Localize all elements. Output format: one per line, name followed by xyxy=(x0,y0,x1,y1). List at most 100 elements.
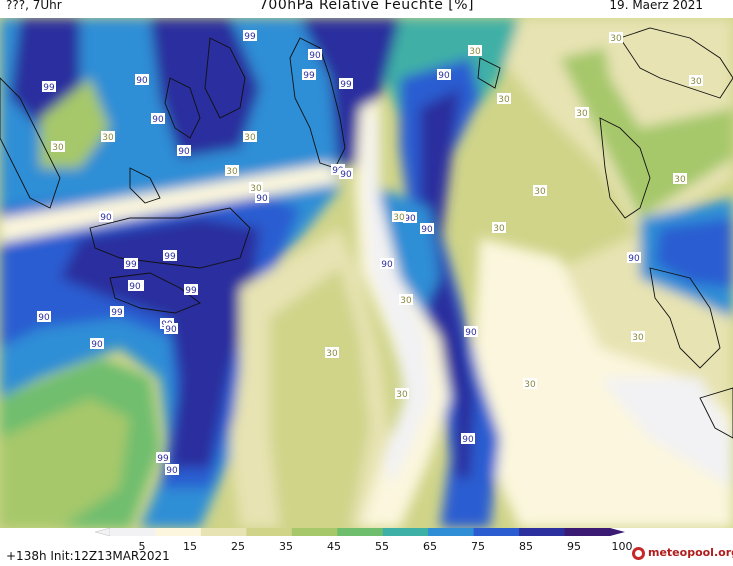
map-title: 700hPa Relative Feuchte [%] xyxy=(259,0,474,13)
contour-label: 30 xyxy=(51,141,65,153)
svg-text:30: 30 xyxy=(400,296,412,306)
contour-label: 30 xyxy=(249,182,263,194)
colorbar-segment xyxy=(382,528,429,536)
colorbar-tick-label: 55 xyxy=(375,540,389,553)
contour-label: 90 xyxy=(420,223,434,235)
contour-label: 90 xyxy=(135,74,149,86)
contour-label: 99 xyxy=(42,81,56,93)
svg-text:30: 30 xyxy=(610,34,622,44)
colorbar-segment xyxy=(519,528,566,536)
contour-label: 90 xyxy=(37,311,51,323)
contour-label: 30 xyxy=(243,131,257,143)
colorbar-segment xyxy=(291,528,338,536)
contour-label: 30 xyxy=(533,185,547,197)
svg-text:30: 30 xyxy=(493,224,505,234)
contour-label: 30 xyxy=(497,93,511,105)
contour-label: 90 xyxy=(177,145,191,157)
contour-label: 99 xyxy=(156,452,170,464)
contour-label: 30 xyxy=(523,378,537,390)
svg-text:30: 30 xyxy=(576,109,588,119)
contour-label: 99 xyxy=(163,250,177,262)
contour-label: 90 xyxy=(461,433,475,445)
svg-text:90: 90 xyxy=(165,325,177,335)
svg-text:99: 99 xyxy=(111,308,123,318)
contour-label: 30 xyxy=(689,75,703,87)
contour-label: 90 xyxy=(151,113,165,125)
svg-text:90: 90 xyxy=(256,194,268,204)
contour-label: 30 xyxy=(492,222,506,234)
colorbar-segment xyxy=(564,528,611,536)
contour-labels: 99 99 99 99 99 99 xyxy=(37,30,703,476)
contour-label: 90 xyxy=(403,212,417,224)
contour-label: 30 xyxy=(101,131,115,143)
svg-text:90: 90 xyxy=(38,313,50,323)
contour-label: 99 xyxy=(331,164,345,176)
colorbar-tick-label: 5 xyxy=(138,540,146,553)
svg-text:90: 90 xyxy=(381,260,393,270)
svg-text:90: 90 xyxy=(404,214,416,224)
svg-text:30: 30 xyxy=(498,95,510,105)
svg-text:99: 99 xyxy=(164,252,176,262)
colorbar-low-arrow xyxy=(94,528,111,537)
svg-text:90: 90 xyxy=(136,76,148,86)
svg-text:30: 30 xyxy=(250,184,262,194)
contour-label: 90 xyxy=(380,258,394,270)
meteopool-logo: meteopool.org xyxy=(632,546,733,564)
svg-text:90: 90 xyxy=(309,51,321,61)
valid-time-label: ???, 7Uhr xyxy=(6,0,62,12)
colorbar-segment xyxy=(246,528,293,536)
contour-label: 30 xyxy=(631,331,645,343)
svg-text:90: 90 xyxy=(152,115,164,125)
colorbar-tick-label: 25 xyxy=(231,540,245,553)
colorbar-legend: 5 15 25 35 45 55 65 75 85 95 100 +138h Init:12Z13M… xyxy=(0,528,733,566)
svg-text:30: 30 xyxy=(244,133,256,143)
humidity-map: 99 99 99 99 99 99 xyxy=(0,18,733,528)
svg-text:90: 90 xyxy=(465,328,477,338)
contour-label: 30 xyxy=(399,294,413,306)
coastlines xyxy=(0,27,733,439)
contour-label: 99 xyxy=(243,30,257,42)
contour-label: 90 xyxy=(99,211,113,223)
contour-label: 30 xyxy=(575,107,589,119)
contour-label: 90 xyxy=(437,69,451,81)
svg-text:99: 99 xyxy=(157,454,169,464)
contour-label: 30 xyxy=(673,173,687,185)
forecast-run-label: +138h Init:12Z13MAR2021 xyxy=(6,549,170,563)
humidity-field: 99 99 99 99 99 99 xyxy=(0,18,733,528)
contour-label: 30 xyxy=(609,32,623,44)
colorbar-tick-label: 85 xyxy=(519,540,533,553)
contour-label: 90 xyxy=(90,338,104,350)
svg-text:30: 30 xyxy=(690,77,702,87)
svg-text:99: 99 xyxy=(43,83,55,93)
colorbar-tick-label: 45 xyxy=(327,540,341,553)
logo-text: meteopool.org xyxy=(648,546,733,559)
contour-label: 99 xyxy=(302,69,316,81)
svg-text:90: 90 xyxy=(91,340,103,350)
svg-text:90: 90 xyxy=(100,213,112,223)
colorbar-tick-label: 95 xyxy=(567,540,581,553)
svg-text:90: 90 xyxy=(421,225,433,235)
colorbar-tick-label: 75 xyxy=(471,540,485,553)
contour-label: 90 xyxy=(464,326,478,338)
logo-icon xyxy=(632,547,645,560)
svg-text:90: 90 xyxy=(129,282,141,292)
svg-text:99: 99 xyxy=(340,80,352,90)
contour-label: 90 xyxy=(128,280,142,292)
contour-label: 90 xyxy=(627,252,641,264)
svg-text:99: 99 xyxy=(303,71,315,81)
svg-text:90: 90 xyxy=(628,254,640,264)
colorbar-tick-label: 65 xyxy=(423,540,437,553)
colorbar-tick-label: 100 xyxy=(611,540,633,553)
contour-label: 30 xyxy=(392,211,406,223)
contour-label: 30 xyxy=(395,388,409,400)
colorbar-segment xyxy=(155,528,202,536)
contour-label: 90 xyxy=(308,49,322,61)
contour-label: 90 xyxy=(255,192,269,204)
colorbar-segment xyxy=(337,528,384,536)
valid-date-label: 19. Maerz 2021 xyxy=(609,0,703,12)
colorbar-tick-label: 35 xyxy=(279,540,293,553)
svg-text:30: 30 xyxy=(674,175,686,185)
colorbar xyxy=(94,528,625,537)
svg-text:99: 99 xyxy=(244,32,256,42)
contour-label: 90 xyxy=(164,323,178,335)
